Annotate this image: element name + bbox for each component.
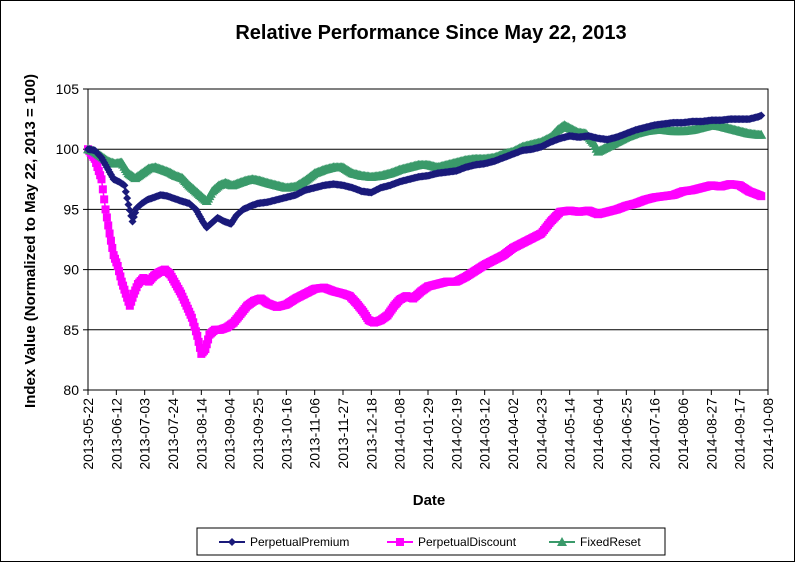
x-tick-label: 2014-06-25 [618,398,634,470]
x-tick-label: 2013-09-04 [222,398,238,470]
point-perpetualpremium [124,200,133,209]
x-tick-label: 2014-09-17 [732,398,748,470]
grid-layer [88,148,768,331]
point-perpetualdiscount [194,337,203,346]
point-perpetualdiscount [92,158,101,167]
legend-label-perpetualpremium: PerpetualPremium [250,535,349,549]
point-perpetualdiscount [101,205,110,214]
y-tick-label: 90 [63,262,79,278]
x-tick-label: 2014-01-08 [392,398,408,470]
point-perpetualdiscount [115,267,124,276]
y-tick-label: 85 [63,322,79,338]
point-perpetualdiscount [202,340,211,349]
point-perpetualdiscount [757,192,766,201]
y-tick-label: 105 [56,81,80,97]
legend-item-perpetualpremium: PerpetualPremium [219,535,349,549]
x-tick-label: 2014-04-23 [533,398,549,470]
x-tick-label: 2014-04-02 [505,398,521,470]
x-tick-label: 2014-10-08 [760,398,776,470]
legend-marker-perpetualpremium [228,538,236,546]
point-perpetualdiscount [119,281,128,290]
point-perpetualdiscount [123,293,132,302]
series-layer [83,111,767,358]
x-tick-label: 2013-08-14 [193,398,209,470]
point-perpetualdiscount [127,297,136,306]
point-perpetualdiscount [96,171,105,180]
point-perpetualdiscount [102,213,111,222]
legend-box [196,527,666,556]
x-tick-label: 2014-02-19 [448,398,464,470]
legend-label-fixedreset: FixedReset [580,535,641,549]
point-fixedreset [756,129,767,139]
legend-marker-fixedreset [557,537,567,546]
point-perpetualdiscount [90,154,99,163]
legend-items: PerpetualPremium PerpetualDiscount FixedRe… [219,535,641,549]
x-tick-label: 2013-09-25 [250,398,266,470]
point-perpetualdiscount [117,277,126,286]
point-perpetualdiscount [193,331,202,340]
x-tick-label: 2014-06-04 [590,398,606,470]
x-tick-label: 2014-07-16 [647,398,663,470]
x-tick-label: 2013-06-12 [108,398,124,470]
point-perpetualdiscount [93,163,102,172]
point-perpetualdiscount [201,345,210,354]
point-perpetualpremium [123,194,132,203]
x-axis-title: Date [413,492,446,509]
y-tick-label: 100 [56,141,80,157]
x-tick-label: 2014-08-06 [675,398,691,470]
point-perpetualpremium [121,187,130,196]
point-perpetualdiscount [189,318,198,327]
x-tick-label: 2013-05-22 [80,398,96,470]
x-tick-label: 2014-05-14 [562,398,578,470]
point-perpetualdiscount [204,335,213,344]
point-perpetualdiscount [187,313,196,322]
point-perpetualdiscount [108,243,117,252]
x-tick-label: 2013-11-27 [335,398,351,469]
point-perpetualdiscount [191,327,200,336]
point-perpetualdiscount [195,343,204,352]
x-tick-label: 2013-07-03 [137,398,153,470]
series-perpetualdiscount [84,145,766,358]
point-perpetualdiscount [125,301,134,310]
x-tick-label: 2013-10-16 [278,398,294,470]
x-tick-label: 2014-08-27 [703,398,719,470]
legend: PerpetualPremium PerpetualDiscount FixedRe… [196,527,666,556]
point-perpetualdiscount [128,293,137,302]
y-axis: 80 85 90 95 100 105 [56,81,88,398]
x-tick-label: 2013-11-06 [307,398,323,469]
point-perpetualdiscount [106,236,115,245]
x-tick-label: 2014-01-29 [420,398,436,470]
y-tick-label: 80 [63,382,79,398]
point-perpetualdiscount [121,289,130,298]
point-perpetualdiscount [120,285,129,294]
point-perpetualdiscount [104,221,113,230]
point-perpetualdiscount [97,175,106,184]
point-perpetualdiscount [105,229,114,238]
point-perpetualdiscount [94,167,103,176]
x-tick-label: 2013-12-18 [363,398,379,470]
point-perpetualdiscount [116,272,125,281]
y-tick-label: 95 [63,201,79,217]
series-perpetualpremium [84,111,766,232]
y-axis-title: Index Value (Normalized to May 22, 2013 … [22,74,39,408]
legend-item-perpetualdiscount: PerpetualDiscount [387,535,517,549]
x-tick-label: 2013-07-24 [165,398,181,470]
x-tick-label: 2014-03-12 [477,398,493,470]
x-axis: 2013-05-22 2013-06-12 2013-07-03 2013-07-24… [80,390,776,470]
legend-item-fixedreset: FixedReset [549,535,641,549]
point-perpetualdiscount [100,195,109,204]
legend-label-perpetualdiscount: PerpetualDiscount [418,535,517,549]
point-perpetualdiscount [98,185,107,194]
point-perpetualdiscount [113,261,122,270]
point-perpetualpremium [120,181,129,190]
point-perpetualdiscount [190,322,199,331]
point-perpetualpremium [757,111,766,120]
legend-marker-perpetualdiscount [396,538,404,546]
chart-title: Relative Performance Since May 22, 2013 [235,22,626,44]
